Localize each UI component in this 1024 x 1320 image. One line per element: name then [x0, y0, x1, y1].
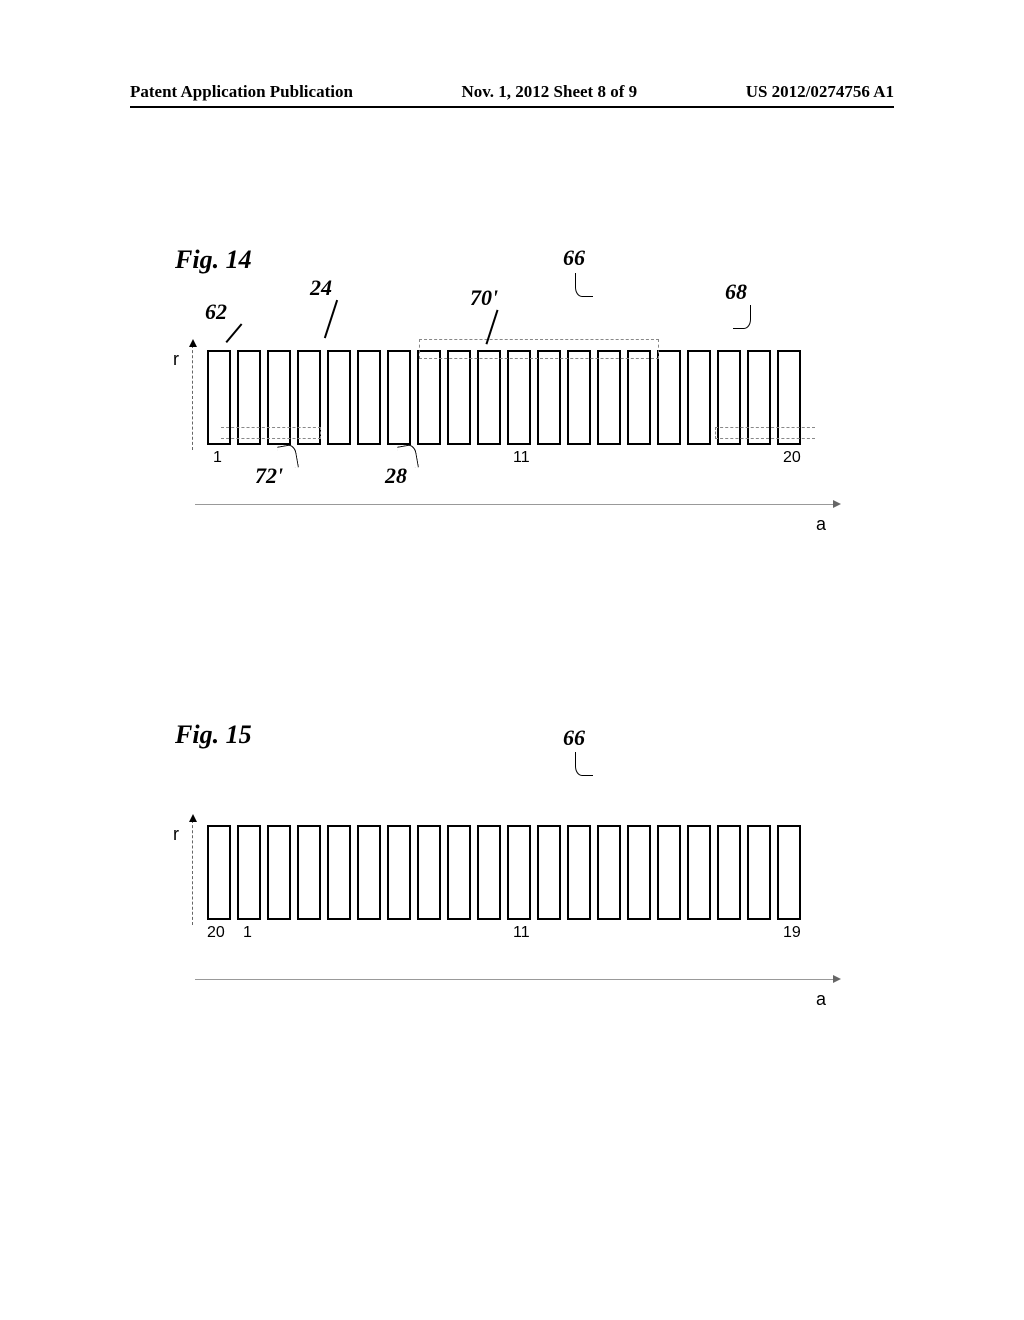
fig15-bar	[747, 825, 771, 920]
fig15-bar	[507, 825, 531, 920]
fig15-bar	[387, 825, 411, 920]
callout-66-b: 66	[563, 725, 585, 751]
fig14-bar	[507, 350, 531, 445]
fig14-bar	[357, 350, 381, 445]
fig14-x-label: a	[816, 514, 826, 535]
fig14-bar	[597, 350, 621, 445]
fig14-title: Fig. 14	[175, 245, 801, 275]
fig14-bar	[447, 350, 471, 445]
callout-68: 68	[725, 279, 747, 305]
fig15-tick-1: 1	[243, 924, 252, 942]
fig14-bar	[537, 350, 561, 445]
leader-62-icon	[225, 323, 242, 342]
fig14-bar	[657, 350, 681, 445]
fig15-bar	[537, 825, 561, 920]
fig15-tick-19: 19	[783, 924, 801, 942]
fig14-tick-1: 1	[213, 449, 222, 467]
fig15-y-label: r	[173, 824, 179, 845]
leader-68-icon	[733, 305, 751, 329]
x-axis-arrow-icon	[195, 979, 835, 980]
callout-24: 24	[310, 275, 332, 301]
fig14-bar	[627, 350, 651, 445]
fig14-dashed-upper	[419, 339, 659, 359]
page-header: Patent Application Publication Nov. 1, 2…	[130, 82, 894, 108]
fig15-bar	[687, 825, 711, 920]
fig15-bar	[477, 825, 501, 920]
fig14-bar	[567, 350, 591, 445]
leader-66-icon	[575, 273, 593, 297]
fig14-dashed-lower-left	[221, 427, 321, 439]
fig15-tick-11: 11	[513, 924, 530, 942]
fig15-tick-20: 20	[207, 924, 225, 942]
figure-15: Fig. 15 r 20 1 11 19 a 66	[175, 720, 801, 920]
y-axis-arrow-icon	[192, 820, 194, 925]
fig14-tick-20: 20	[783, 449, 801, 467]
header-left: Patent Application Publication	[130, 82, 353, 102]
header-right: US 2012/0274756 A1	[746, 82, 894, 102]
fig15-bars	[207, 820, 801, 920]
callout-70: 70'	[470, 285, 498, 311]
header-center: Nov. 1, 2012 Sheet 8 of 9	[461, 82, 637, 102]
fig15-x-label: a	[816, 989, 826, 1010]
fig15-bar	[297, 825, 321, 920]
fig15-bar	[657, 825, 681, 920]
fig15-bar	[717, 825, 741, 920]
fig14-bar	[477, 350, 501, 445]
fig15-title: Fig. 15	[175, 720, 801, 750]
callout-66: 66	[563, 245, 585, 271]
callout-72: 72'	[255, 463, 283, 489]
fig15-bar	[777, 825, 801, 920]
fig15-bar	[567, 825, 591, 920]
y-axis-arrow-icon	[192, 345, 194, 450]
fig15-bar	[267, 825, 291, 920]
fig15-bar	[417, 825, 441, 920]
leader-66b-icon	[575, 752, 593, 776]
fig15-bar	[627, 825, 651, 920]
fig14-dashed-lower-right	[715, 427, 815, 439]
fig14-bar	[687, 350, 711, 445]
fig14-bar	[387, 350, 411, 445]
fig15-bar	[447, 825, 471, 920]
fig15-bar	[357, 825, 381, 920]
fig14-bar	[327, 350, 351, 445]
x-axis-arrow-icon	[195, 504, 835, 505]
leader-72-icon	[277, 444, 299, 471]
fig15-bar	[207, 825, 231, 920]
fig14-bar	[417, 350, 441, 445]
fig14-chart: r 1 11 20 a 66 24 70' 68 62 72' 28	[195, 345, 801, 445]
leader-28-icon	[397, 444, 419, 471]
callout-62: 62	[205, 299, 227, 325]
leader-24-icon	[324, 300, 338, 339]
fig14-tick-11: 11	[513, 449, 530, 467]
figure-14: Fig. 14 r 1 11 20 a 66 24 70' 68 62 72' …	[175, 245, 801, 445]
fig15-chart: r 20 1 11 19 a 66	[195, 820, 801, 920]
fig15-bar	[327, 825, 351, 920]
fig15-bar	[237, 825, 261, 920]
fig14-y-label: r	[173, 349, 179, 370]
fig15-bar	[597, 825, 621, 920]
